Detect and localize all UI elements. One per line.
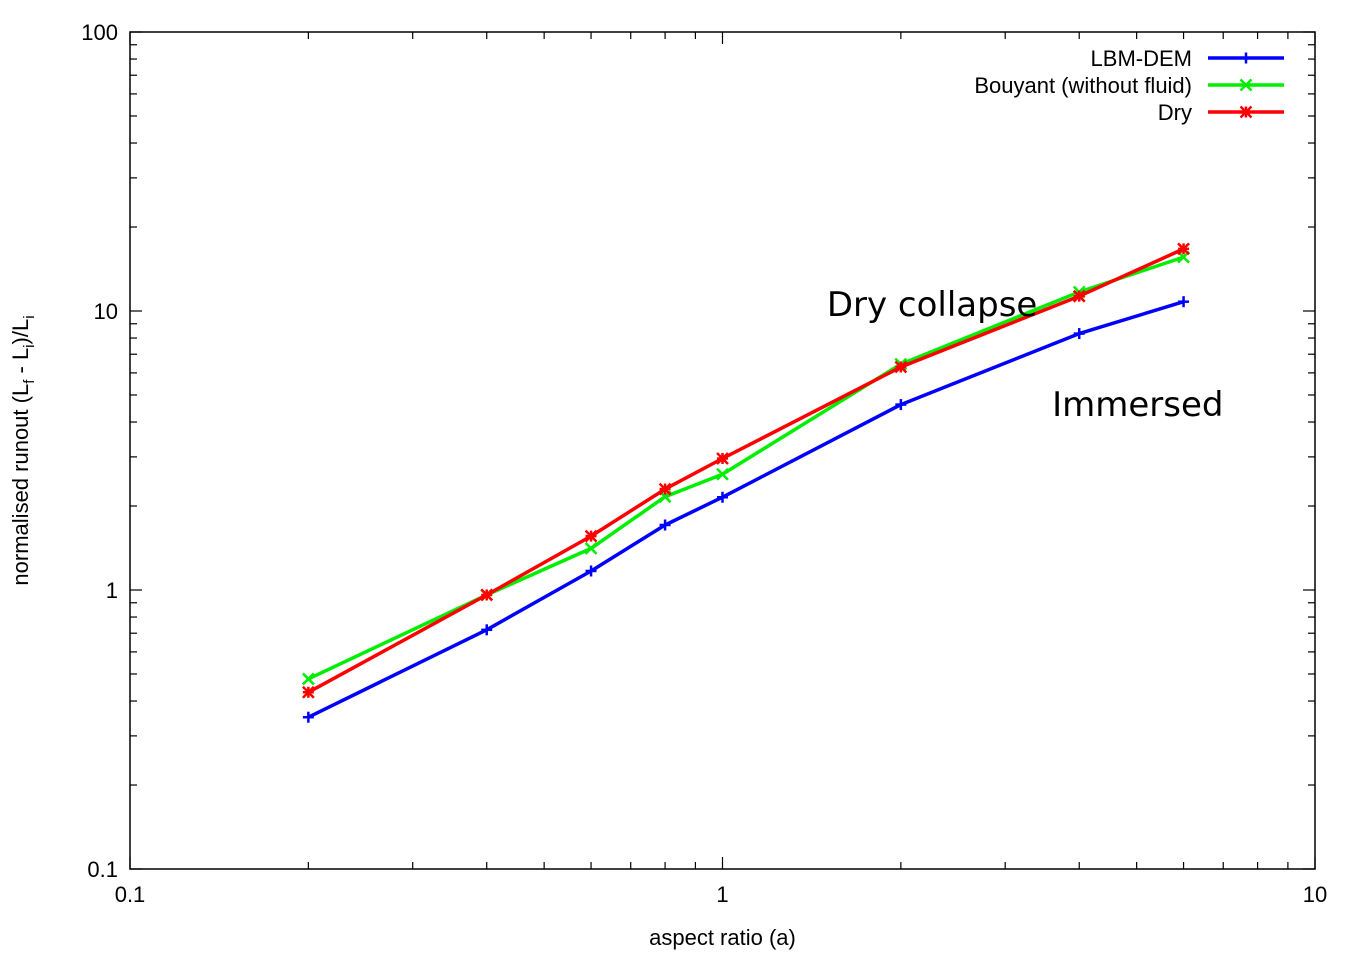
annotation-text: Immersed: [1052, 385, 1223, 425]
legend-label: LBM-DEM: [1091, 46, 1192, 71]
series-3-point: [480, 588, 494, 602]
y-tick-label: 1: [106, 578, 118, 603]
series-2-point: [716, 467, 729, 481]
x-tick-label: 1: [716, 882, 728, 907]
y-tick-label: 10: [94, 299, 118, 324]
x-tick-label: 10: [1303, 882, 1327, 907]
legend-label: Dry: [1158, 100, 1192, 125]
annotation-text: Dry collapse: [827, 285, 1038, 325]
series-2-point: [584, 541, 598, 555]
plot-frame: [129, 31, 1316, 870]
series-line-2: [307, 255, 1185, 681]
x-tick-label: 0.1: [115, 882, 146, 907]
series-1-point: [717, 491, 728, 503]
series-1-point: [585, 565, 597, 577]
series-2-point: [301, 672, 315, 686]
y-axis-label-sub-f: f: [21, 379, 38, 384]
series-layer: [301, 242, 1190, 723]
legend-label: Bouyant (without fluid): [974, 73, 1192, 98]
y-axis-label-mid: - L: [8, 348, 33, 380]
series-3-point: [1177, 242, 1190, 256]
y-axis-label-sub-i1: i: [21, 344, 38, 347]
y-axis-label-div: )/L: [8, 319, 33, 345]
series-3-point: [894, 360, 908, 374]
y-tick-label: 0.1: [87, 857, 118, 882]
series-3-point: [716, 452, 729, 465]
y-axis-label: normalised runout (Lf - Li)/Li: [8, 315, 38, 585]
y-axis-label-sub-i2: i: [21, 315, 38, 318]
annotations: Dry collapse Immersed: [827, 285, 1224, 425]
series-line-3: [307, 247, 1185, 694]
ticks-layer: 0.1 1 10 0.1 1 10 100: [81, 20, 1327, 907]
series-1-point: [1073, 328, 1085, 340]
legend-marker: [1239, 78, 1253, 92]
series-line-1: [307, 300, 1185, 719]
series-1-point: [1178, 296, 1190, 308]
series-1-point: [659, 519, 671, 531]
series-3-point: [301, 685, 315, 699]
series-1-point: [895, 399, 907, 411]
x-axis-label: aspect ratio (a): [649, 925, 796, 950]
series-3-point: [658, 482, 672, 496]
y-tick-label: 100: [81, 20, 118, 45]
series-3-point: [584, 529, 598, 543]
series-1-point: [481, 624, 493, 636]
legend-marker: [1239, 105, 1253, 119]
legend-marker: [1240, 52, 1252, 64]
y-axis-label-main: normalised runout (L: [8, 384, 33, 586]
series-1-point: [302, 711, 314, 723]
series-3-point: [1072, 289, 1086, 303]
